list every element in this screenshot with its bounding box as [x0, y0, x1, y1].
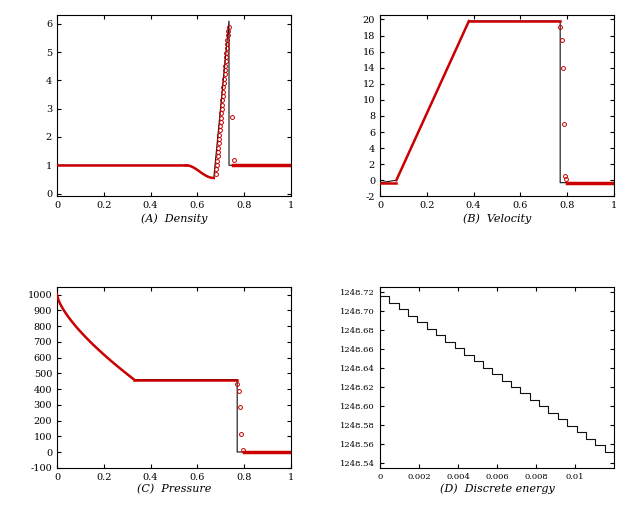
X-axis label: (D)  Discrete energy: (D) Discrete energy [439, 483, 555, 494]
X-axis label: (C)  Pressure: (C) Pressure [137, 484, 211, 494]
X-axis label: (B)  Velocity: (B) Velocity [463, 213, 531, 224]
X-axis label: (A)  Density: (A) Density [141, 213, 207, 224]
